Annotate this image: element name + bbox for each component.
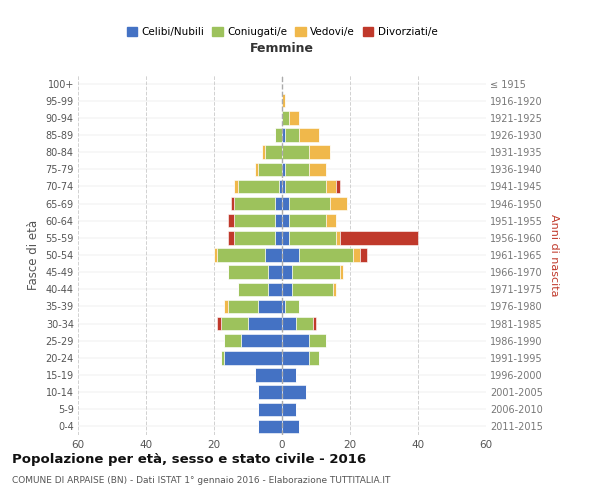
Bar xyxy=(258,300,282,313)
Bar xyxy=(337,180,340,193)
Bar xyxy=(224,300,227,313)
Bar xyxy=(282,146,309,159)
Bar xyxy=(227,231,235,244)
Legend: Celibi/Nubili, Coniugati/e, Vedovi/e, Divorziati/e: Celibi/Nubili, Coniugati/e, Vedovi/e, Di… xyxy=(122,22,442,41)
Bar xyxy=(268,266,282,279)
Bar xyxy=(326,180,337,193)
Bar xyxy=(340,266,343,279)
Bar xyxy=(282,386,306,399)
Bar xyxy=(258,420,282,433)
Bar xyxy=(275,197,282,210)
Bar xyxy=(282,300,286,313)
Bar xyxy=(227,300,258,313)
Bar xyxy=(360,248,367,262)
Bar xyxy=(292,266,340,279)
Text: Popolazione per età, sesso e stato civile - 2016: Popolazione per età, sesso e stato civil… xyxy=(12,452,366,466)
Bar xyxy=(299,248,353,262)
Bar xyxy=(258,402,282,416)
Bar xyxy=(217,317,221,330)
Bar xyxy=(282,94,286,108)
Bar xyxy=(289,111,299,124)
Bar xyxy=(282,231,289,244)
Bar xyxy=(282,317,296,330)
Y-axis label: Fasce di età: Fasce di età xyxy=(27,220,40,290)
Bar xyxy=(329,197,347,210)
Bar xyxy=(265,248,282,262)
Bar xyxy=(224,351,282,364)
Bar xyxy=(278,180,282,193)
Bar xyxy=(286,162,309,176)
Bar xyxy=(235,231,275,244)
Bar xyxy=(286,180,326,193)
Bar xyxy=(241,334,282,347)
Bar xyxy=(235,197,275,210)
Bar xyxy=(289,197,329,210)
Bar xyxy=(340,231,418,244)
Bar xyxy=(268,282,282,296)
Bar xyxy=(282,334,309,347)
Bar xyxy=(275,128,282,141)
Bar xyxy=(275,231,282,244)
Bar xyxy=(238,282,268,296)
Bar xyxy=(238,180,278,193)
Bar xyxy=(282,248,299,262)
Bar xyxy=(296,317,313,330)
Bar xyxy=(248,317,282,330)
Bar xyxy=(235,180,238,193)
Bar xyxy=(217,248,265,262)
Bar xyxy=(309,146,329,159)
Bar xyxy=(258,386,282,399)
Bar xyxy=(221,351,224,364)
Bar xyxy=(282,197,289,210)
Bar xyxy=(262,146,265,159)
Bar xyxy=(282,282,292,296)
Bar xyxy=(235,214,275,228)
Bar xyxy=(231,197,235,210)
Bar xyxy=(255,162,258,176)
Bar xyxy=(255,368,282,382)
Bar xyxy=(309,334,326,347)
Y-axis label: Anni di nascita: Anni di nascita xyxy=(548,214,559,296)
Bar xyxy=(289,231,337,244)
Bar xyxy=(282,162,286,176)
Bar xyxy=(286,300,299,313)
Bar xyxy=(313,317,316,330)
Bar xyxy=(282,420,299,433)
Bar xyxy=(292,282,333,296)
Bar xyxy=(214,248,217,262)
Bar xyxy=(282,180,286,193)
Bar xyxy=(224,334,241,347)
Text: Femmine: Femmine xyxy=(250,42,314,55)
Bar xyxy=(265,146,282,159)
Bar xyxy=(309,162,326,176)
Text: COMUNE DI ARPAISE (BN) - Dati ISTAT 1° gennaio 2016 - Elaborazione TUTTITALIA.IT: COMUNE DI ARPAISE (BN) - Dati ISTAT 1° g… xyxy=(12,476,391,485)
Bar xyxy=(258,162,282,176)
Bar xyxy=(282,266,292,279)
Bar xyxy=(337,231,340,244)
Bar xyxy=(309,351,319,364)
Bar xyxy=(275,214,282,228)
Bar xyxy=(353,248,360,262)
Bar xyxy=(282,128,286,141)
Bar xyxy=(282,214,289,228)
Bar xyxy=(282,402,296,416)
Bar xyxy=(299,128,319,141)
Bar xyxy=(286,128,299,141)
Bar xyxy=(289,214,326,228)
Bar xyxy=(282,368,296,382)
Bar xyxy=(326,214,337,228)
Bar xyxy=(282,351,309,364)
Bar xyxy=(227,214,235,228)
Bar xyxy=(221,317,248,330)
Bar xyxy=(333,282,337,296)
Bar xyxy=(227,266,268,279)
Bar xyxy=(282,111,289,124)
